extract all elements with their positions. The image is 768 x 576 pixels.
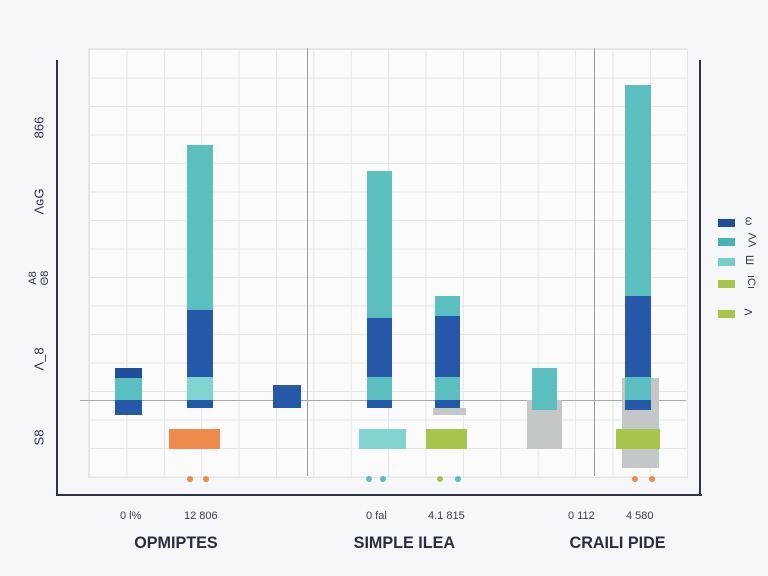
bar-segment <box>367 400 392 408</box>
y-axis <box>56 60 58 496</box>
bar-segment <box>625 85 651 296</box>
bar-segment <box>187 145 213 310</box>
y-tick-label: 866 <box>31 116 47 139</box>
marker-dot <box>455 476 461 482</box>
marker-dot <box>380 476 386 482</box>
bar-segment <box>273 385 301 408</box>
legend-label: Λ <box>741 308 754 316</box>
bar-segment <box>367 377 392 400</box>
legend-swatch <box>718 280 735 288</box>
legend-swatch <box>718 310 735 318</box>
group-label: OPMIPTES <box>134 533 218 552</box>
marker-dot <box>437 476 443 482</box>
bar-segment <box>433 408 466 415</box>
legend-swatch <box>718 219 735 227</box>
x-axis <box>56 494 702 496</box>
bar-segment <box>435 296 460 316</box>
legend-swatch <box>718 258 735 266</box>
group-sublabel: 0 l% <box>120 510 142 522</box>
legend-label: ω <box>742 216 755 226</box>
marker-dot <box>366 476 372 482</box>
group-separator <box>307 48 308 476</box>
bar-segment <box>435 316 460 377</box>
bar-segment <box>426 429 467 449</box>
group-label: CRAILI PIDE <box>569 533 666 552</box>
bar-segment <box>435 400 460 408</box>
group-separator <box>594 48 595 476</box>
group-sublabel: 4.1 815 <box>428 510 465 522</box>
bar-segment <box>532 368 557 410</box>
legend-swatch <box>718 238 735 246</box>
bar-segment <box>367 318 392 377</box>
bar-segment <box>625 296 651 377</box>
bar-segment <box>169 429 220 449</box>
right-axis <box>699 60 701 496</box>
bar-segment <box>435 377 460 400</box>
bar-segment <box>187 310 213 377</box>
y-tick-label: A8 Θ8 <box>27 270 51 286</box>
group-sublabel: 4 580 <box>626 510 654 522</box>
marker-dot <box>632 476 638 482</box>
bar-segment <box>115 400 142 415</box>
bar-segment <box>367 171 392 318</box>
bar-segment <box>187 400 213 408</box>
bar-segment <box>115 368 142 378</box>
marker-dot <box>649 476 655 482</box>
group-sublabel: 0 112 <box>568 510 595 522</box>
y-tick-label: S8 <box>31 429 47 446</box>
group-sublabel: 0 fal <box>366 510 387 522</box>
bar-segment <box>625 400 651 410</box>
legend-label: Ш <box>743 254 756 266</box>
bar-segment <box>616 429 660 449</box>
y-tick-label: Λ_8 <box>31 347 47 371</box>
bar-segment <box>187 377 213 400</box>
bar-segment <box>115 378 142 400</box>
y-tick-label: ΛԍG <box>31 188 47 215</box>
group-label: SIMPLE ILEA <box>353 533 456 552</box>
group-sublabel: 12 806 <box>184 510 218 522</box>
marker-dot <box>203 476 209 482</box>
legend-label: ΛΛ <box>745 232 758 248</box>
bar-segment <box>625 377 651 400</box>
marker-dot <box>187 476 193 482</box>
legend-label: ıCı <box>745 274 758 290</box>
bar-segment <box>359 429 406 449</box>
